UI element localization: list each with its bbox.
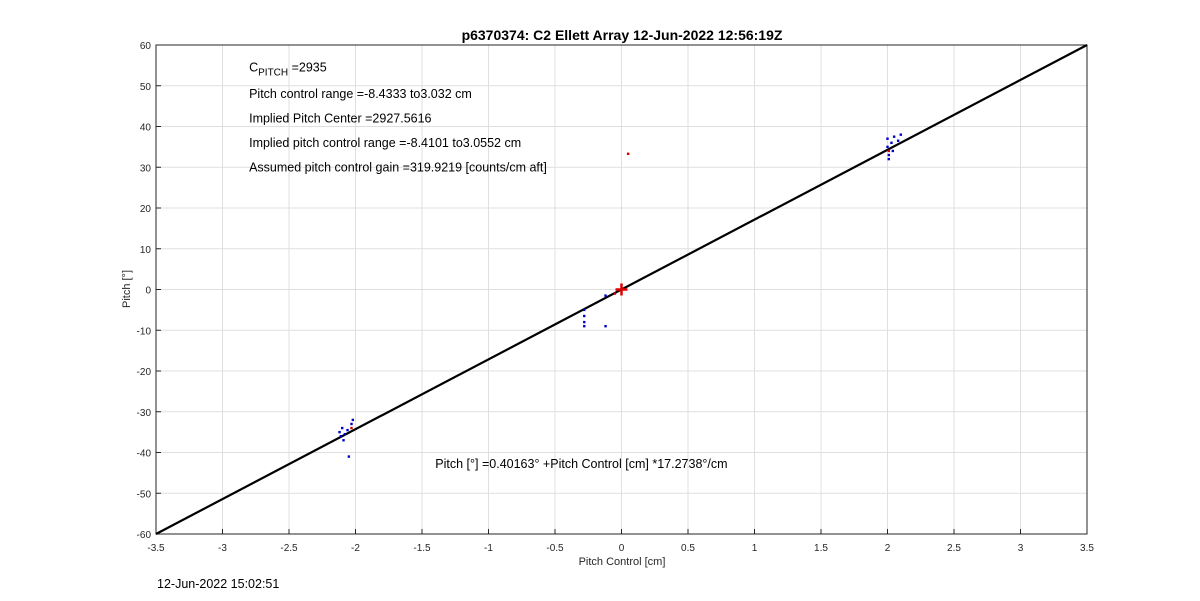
annotation-layer: CPITCH =2935 Pitch control range =-8.4333…	[249, 60, 727, 470]
x-tick-label: 0.5	[681, 543, 695, 554]
blue-data-point	[896, 139, 900, 142]
x-tick-label: -0.5	[546, 543, 564, 554]
data-layer	[155, 44, 1088, 535]
y-tick-label: -20	[137, 367, 152, 378]
center-plus-marker	[615, 283, 628, 296]
blue-data-point	[341, 426, 344, 430]
y-tick-label: 0	[145, 286, 151, 297]
blue-data-point	[890, 141, 893, 144]
x-tick-label: 1.5	[814, 543, 828, 554]
blue-data-point	[339, 435, 343, 438]
y-tick-label: 50	[140, 82, 152, 93]
blue-data-point	[583, 314, 586, 318]
x-tick-label: 1	[752, 543, 758, 554]
x-tick-label: 3.5	[1080, 543, 1094, 554]
annotation-text: Implied Pitch Center =2927.5616	[249, 111, 431, 125]
blue-data-point	[892, 135, 896, 138]
x-tick-label: -1.5	[413, 543, 431, 554]
blue-data-point	[351, 418, 355, 422]
blue-data-point	[886, 137, 889, 140]
x-tick-label: -3.5	[147, 543, 165, 554]
tick-layer: -3.5 -3 -2.5 -2 -1.5 -1 -0.5 0 0.5 1 1.5 2 2.5 3 3.5 -6…	[137, 41, 1095, 554]
blue-data-point	[338, 430, 341, 434]
blue-data-point	[583, 320, 586, 324]
annotation-text: Implied pitch control range =-8.4101 to3…	[249, 136, 521, 150]
blue-data-point	[604, 294, 607, 297]
blue-data-point	[887, 153, 891, 157]
red-data-point	[626, 152, 630, 156]
blue-data-point	[887, 157, 891, 161]
y-tick-label: -30	[137, 408, 152, 419]
blue-data-point	[604, 324, 607, 328]
x-tick-label: -1	[484, 543, 493, 554]
blue-data-point	[346, 428, 349, 432]
x-tick-label: 2	[885, 543, 891, 554]
annotation-text: Pitch control range =-8.4333 to3.032 cm	[249, 87, 472, 101]
red-data-point	[613, 292, 617, 295]
blue-data-point	[347, 455, 351, 458]
x-tick-label: -2.5	[280, 543, 298, 554]
x-tick-label: -3	[218, 543, 227, 554]
y-axis-label: Pitch [°]	[121, 270, 133, 308]
blue-data-point	[350, 422, 353, 426]
blue-data-point	[343, 432, 347, 436]
chart-title: p6370374: C2 Ellett Array 12-Jun-2022 12…	[462, 27, 783, 43]
y-tick-label: -50	[137, 489, 152, 500]
y-tick-label: 40	[140, 123, 152, 134]
red-data-point	[350, 426, 353, 430]
blue-data-point	[583, 308, 586, 312]
annotation-cpitch: CPITCH =2935	[249, 60, 327, 78]
annotation-text: Assumed pitch control gain =319.9219 [co…	[249, 160, 547, 174]
x-tick-label: 3	[1018, 543, 1024, 554]
x-tick-label: 2.5	[947, 543, 961, 554]
blue-data-point	[899, 133, 902, 136]
x-axis-label: Pitch Control [cm]	[579, 556, 666, 568]
grid-layer	[155, 44, 1088, 535]
x-tick-label: -2	[351, 543, 360, 554]
blue-data-point	[342, 439, 345, 442]
y-tick-label: 20	[140, 204, 152, 215]
y-tick-label: -40	[137, 449, 152, 460]
blue-data-point	[886, 145, 889, 149]
blue-data-point	[891, 149, 895, 153]
y-tick-label: -10	[137, 326, 152, 337]
red-data-point	[887, 149, 891, 153]
y-tick-label: 30	[140, 163, 152, 174]
blue-data-point	[583, 324, 586, 328]
annotation-text: Pitch [°] =0.40163° +Pitch Control [cm] …	[435, 457, 727, 471]
x-tick-label: 0	[619, 543, 625, 554]
y-tick-label: -60	[137, 530, 152, 541]
footer-timestamp: 12-Jun-2022 15:02:51	[157, 577, 280, 591]
y-tick-label: 60	[140, 41, 152, 52]
y-tick-label: 10	[140, 245, 152, 256]
